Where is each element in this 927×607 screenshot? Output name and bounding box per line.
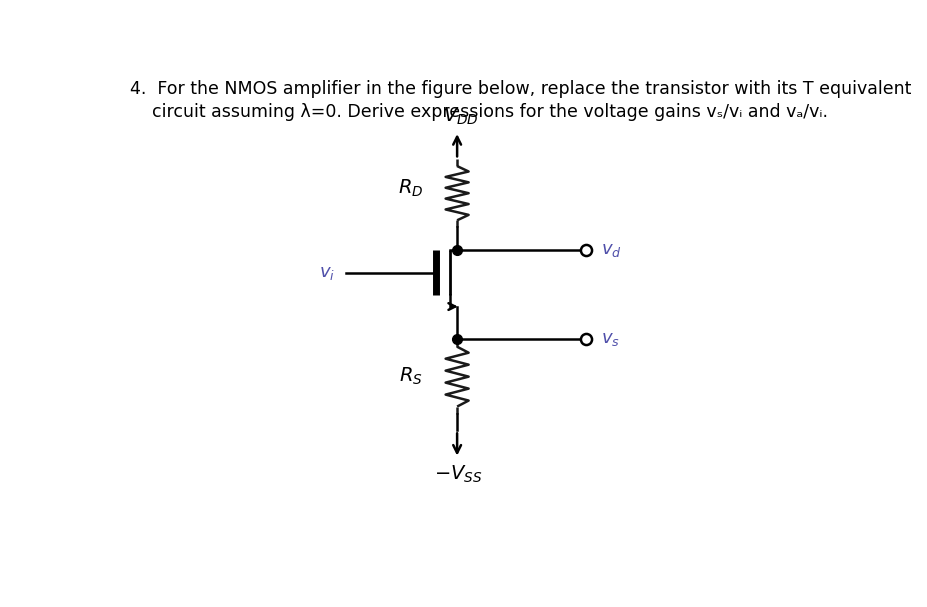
Text: $-V_{SS}$: $-V_{SS}$: [434, 464, 483, 486]
Text: 4.  For the NMOS amplifier in the figure below, replace the transistor with its : 4. For the NMOS amplifier in the figure …: [130, 80, 911, 98]
Text: $R_D$: $R_D$: [398, 178, 423, 199]
Text: circuit assuming λ=0. Derive expressions for the voltage gains vₛ/vᵢ and vₐ/vᵢ.: circuit assuming λ=0. Derive expressions…: [130, 103, 828, 121]
Text: $v_s$: $v_s$: [601, 330, 620, 348]
Text: $v_i$: $v_i$: [319, 263, 335, 282]
Text: $V_{DD}$: $V_{DD}$: [443, 105, 478, 127]
Text: $v_d$: $v_d$: [601, 242, 621, 259]
Text: $R_S$: $R_S$: [399, 366, 423, 387]
